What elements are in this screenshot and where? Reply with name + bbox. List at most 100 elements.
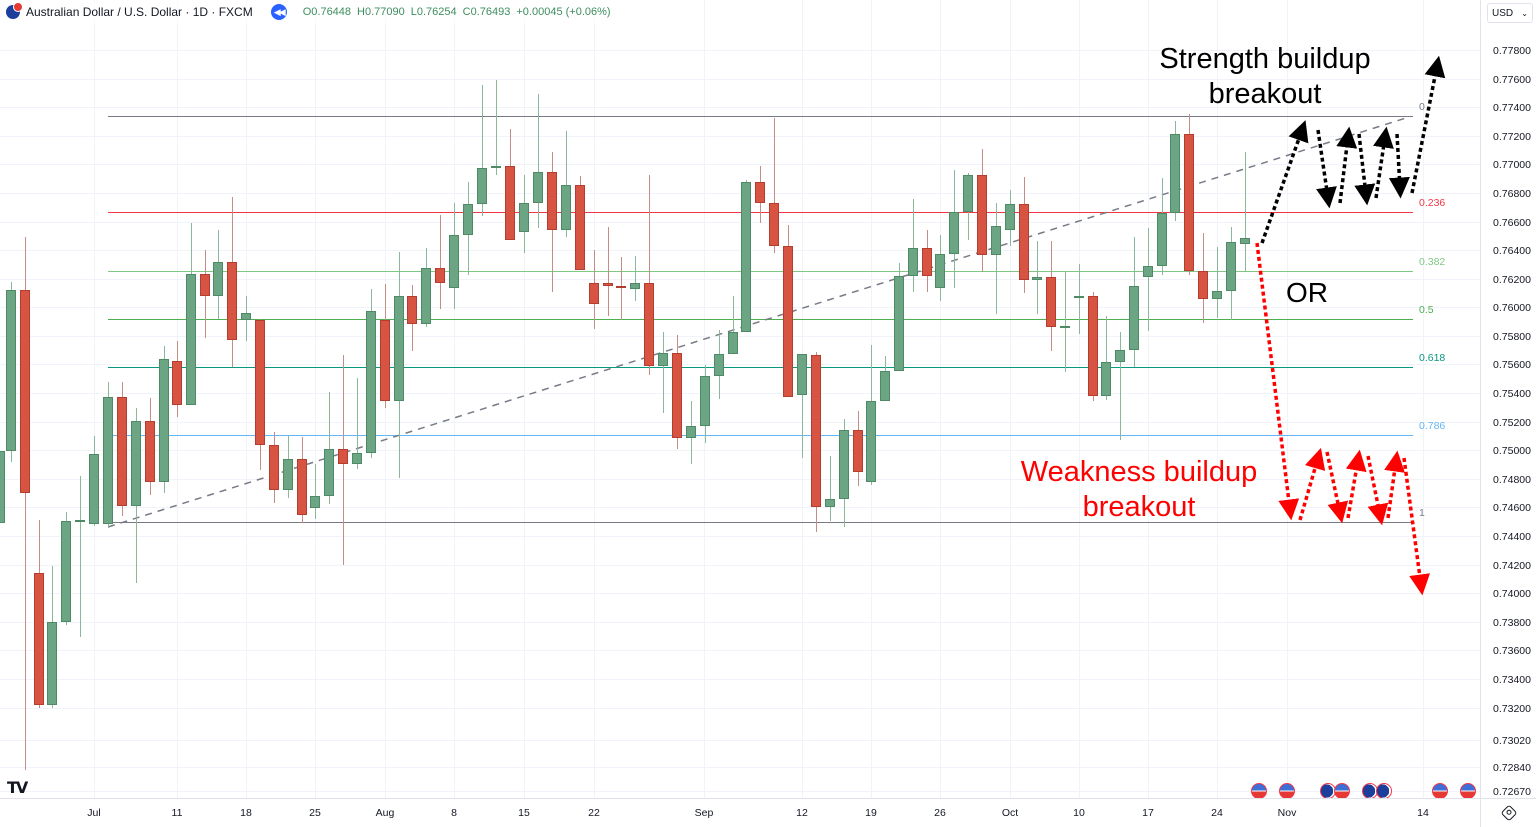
fib-level-line[interactable] (108, 115, 1413, 118)
time-tick-label: 8 (451, 807, 457, 819)
price-tick-label: 0.74600 (1493, 502, 1531, 515)
grid-line-horizontal (0, 250, 1480, 252)
or-annotation: OR (1286, 277, 1328, 308)
price-tick-label: 0.73020 (1493, 735, 1531, 747)
fib-level-line[interactable] (108, 270, 1413, 273)
price-tick-label: 0.73800 (1493, 616, 1531, 629)
price-tick-label: 0.77200 (1493, 130, 1531, 143)
weakness-annotation-line1: Weakness buildup (1020, 456, 1258, 488)
chart-plot-area[interactable]: 0 0.236 0.382 0.5 0.618 0.786 1 (0, 0, 1480, 798)
time-tick-label: Oct (1001, 807, 1019, 819)
us-event-flag-icon[interactable] (1460, 783, 1476, 798)
price-tick-label: 0.77400 (1493, 102, 1531, 115)
time-tick-label: 15 (518, 807, 530, 819)
time-axis[interactable]: Jul 11 18 25 Aug 8 15 22 Sep 12 19 26 Oct 10 17 24 Nov 14 (0, 798, 1480, 827)
symbol-title[interactable]: Australian Dollar / U.S. Dollar · 1D · F… (26, 5, 253, 19)
grid-line-horizontal (0, 192, 1480, 194)
grid-line-vertical (1148, 0, 1149, 798)
price-tick-label: 0.75200 (1493, 416, 1531, 429)
fib-level-label: 0.236 (1419, 196, 1446, 209)
us-event-flag-icon[interactable] (1432, 783, 1448, 798)
price-tick-label: 0.75400 (1493, 388, 1531, 401)
fib-level-line[interactable] (108, 318, 1413, 321)
price-tick-label: 0.75800 (1493, 330, 1531, 343)
fib-level-label: 0.382 (1419, 255, 1446, 268)
low-value: L0.76254 (410, 6, 457, 18)
time-tick-label: 19 (865, 807, 877, 819)
grid-line-horizontal (0, 107, 1480, 109)
grid-line-horizontal (0, 450, 1480, 452)
grid-line-vertical (1287, 0, 1288, 798)
au-event-flag-icon[interactable] (1376, 783, 1392, 798)
time-tick-label: 17 (1142, 807, 1154, 819)
price-tick-label: 0.76000 (1493, 302, 1531, 315)
price-tick-label: 0.75000 (1493, 445, 1531, 458)
time-tick-label: Aug (375, 807, 395, 819)
grid-line-horizontal (0, 478, 1480, 480)
grid-line-horizontal (0, 791, 1480, 792)
grid-line-horizontal (0, 164, 1480, 166)
high-value: H0.77090 (357, 6, 405, 18)
us-event-flag-icon[interactable] (1334, 783, 1350, 798)
fib-level-label: 0.618 (1419, 351, 1446, 364)
ohlc-values: O0.76448 H0.77090 L0.76254 C0.76493 +0.0… (303, 6, 611, 18)
strength-annotation-line1: Strength buildup (1159, 43, 1371, 75)
chevron-down-icon: ⌄ (1521, 8, 1528, 18)
price-tick-label: 0.76400 (1493, 245, 1531, 258)
weakness-annotation: Weakness buildup breakout (1006, 455, 1272, 525)
grid-line-horizontal (0, 221, 1480, 223)
grid-line-horizontal (0, 650, 1480, 652)
fib-level-line[interactable] (108, 366, 1413, 369)
price-axis[interactable]: 0.77800 0.77600 0.77400 0.77200 0.77000 0.768… (1480, 0, 1536, 798)
grid-line-horizontal (0, 507, 1480, 509)
tradingview-logo[interactable]: TV (7, 778, 28, 797)
grid-line-horizontal (0, 593, 1480, 595)
grid-line-horizontal (0, 393, 1480, 395)
time-tick-label: 10 (1073, 807, 1085, 819)
time-tick-label: Sep (694, 807, 714, 819)
change-value: +0.00045 (+0.06%) (516, 6, 611, 18)
currency-label: USD (1492, 7, 1514, 19)
fib-level-label: 0 (1419, 100, 1425, 113)
grid-line-vertical (940, 0, 941, 798)
price-tick-label: 0.74000 (1493, 588, 1531, 601)
grid-line-vertical (524, 0, 525, 798)
grid-line-horizontal (0, 135, 1480, 137)
replay-icon[interactable]: ◀◀ (270, 4, 287, 20)
fib-level-label: 0.5 (1419, 303, 1434, 316)
grid-line-horizontal (0, 707, 1480, 709)
chart-legend-header: Australian Dollar / U.S. Dollar · 1D · F… (0, 0, 611, 24)
price-tick-label: 0.77600 (1493, 73, 1531, 86)
fib-level-label: 0.786 (1419, 419, 1446, 432)
grid-line-horizontal (0, 421, 1480, 423)
projection-arrows (1255, 55, 1446, 596)
time-tick-label: 24 (1211, 807, 1223, 819)
grid-line-vertical (1079, 0, 1080, 798)
strength-annotation-line2: breakout (1208, 77, 1322, 110)
price-tick-label: 0.76800 (1493, 187, 1531, 200)
currency-selector[interactable]: USD ⌄ (1487, 3, 1533, 23)
price-tick-label: 0.73600 (1493, 645, 1531, 658)
grid-line-horizontal (0, 78, 1480, 80)
fib-level-line[interactable] (108, 521, 1413, 524)
grid-line-horizontal (0, 335, 1480, 337)
time-tick-label: 12 (796, 807, 808, 819)
time-tick-label: 22 (588, 807, 600, 819)
grid-line-horizontal (0, 307, 1480, 309)
price-tick-label: 0.74200 (1493, 559, 1531, 572)
chart-settings-button[interactable] (1480, 798, 1536, 827)
price-tick-label: 0.72840 (1493, 762, 1531, 774)
time-tick-label: 14 (1417, 807, 1429, 819)
price-tick-label: 0.77000 (1493, 159, 1531, 172)
strength-path-arrows (1260, 55, 1446, 244)
fib-level-line[interactable] (108, 434, 1413, 437)
price-tick-label: 0.73400 (1493, 673, 1531, 686)
time-tick-label: 18 (240, 807, 252, 819)
grid-line-vertical (594, 0, 595, 798)
weakness-path-arrows (1255, 242, 1431, 596)
grid-line-horizontal (0, 364, 1480, 366)
price-tick-label: 0.77800 (1493, 45, 1531, 57)
grid-line-horizontal (0, 50, 1480, 51)
us-event-flag-icon[interactable] (1279, 783, 1295, 798)
us-event-flag-icon[interactable] (1251, 783, 1267, 798)
